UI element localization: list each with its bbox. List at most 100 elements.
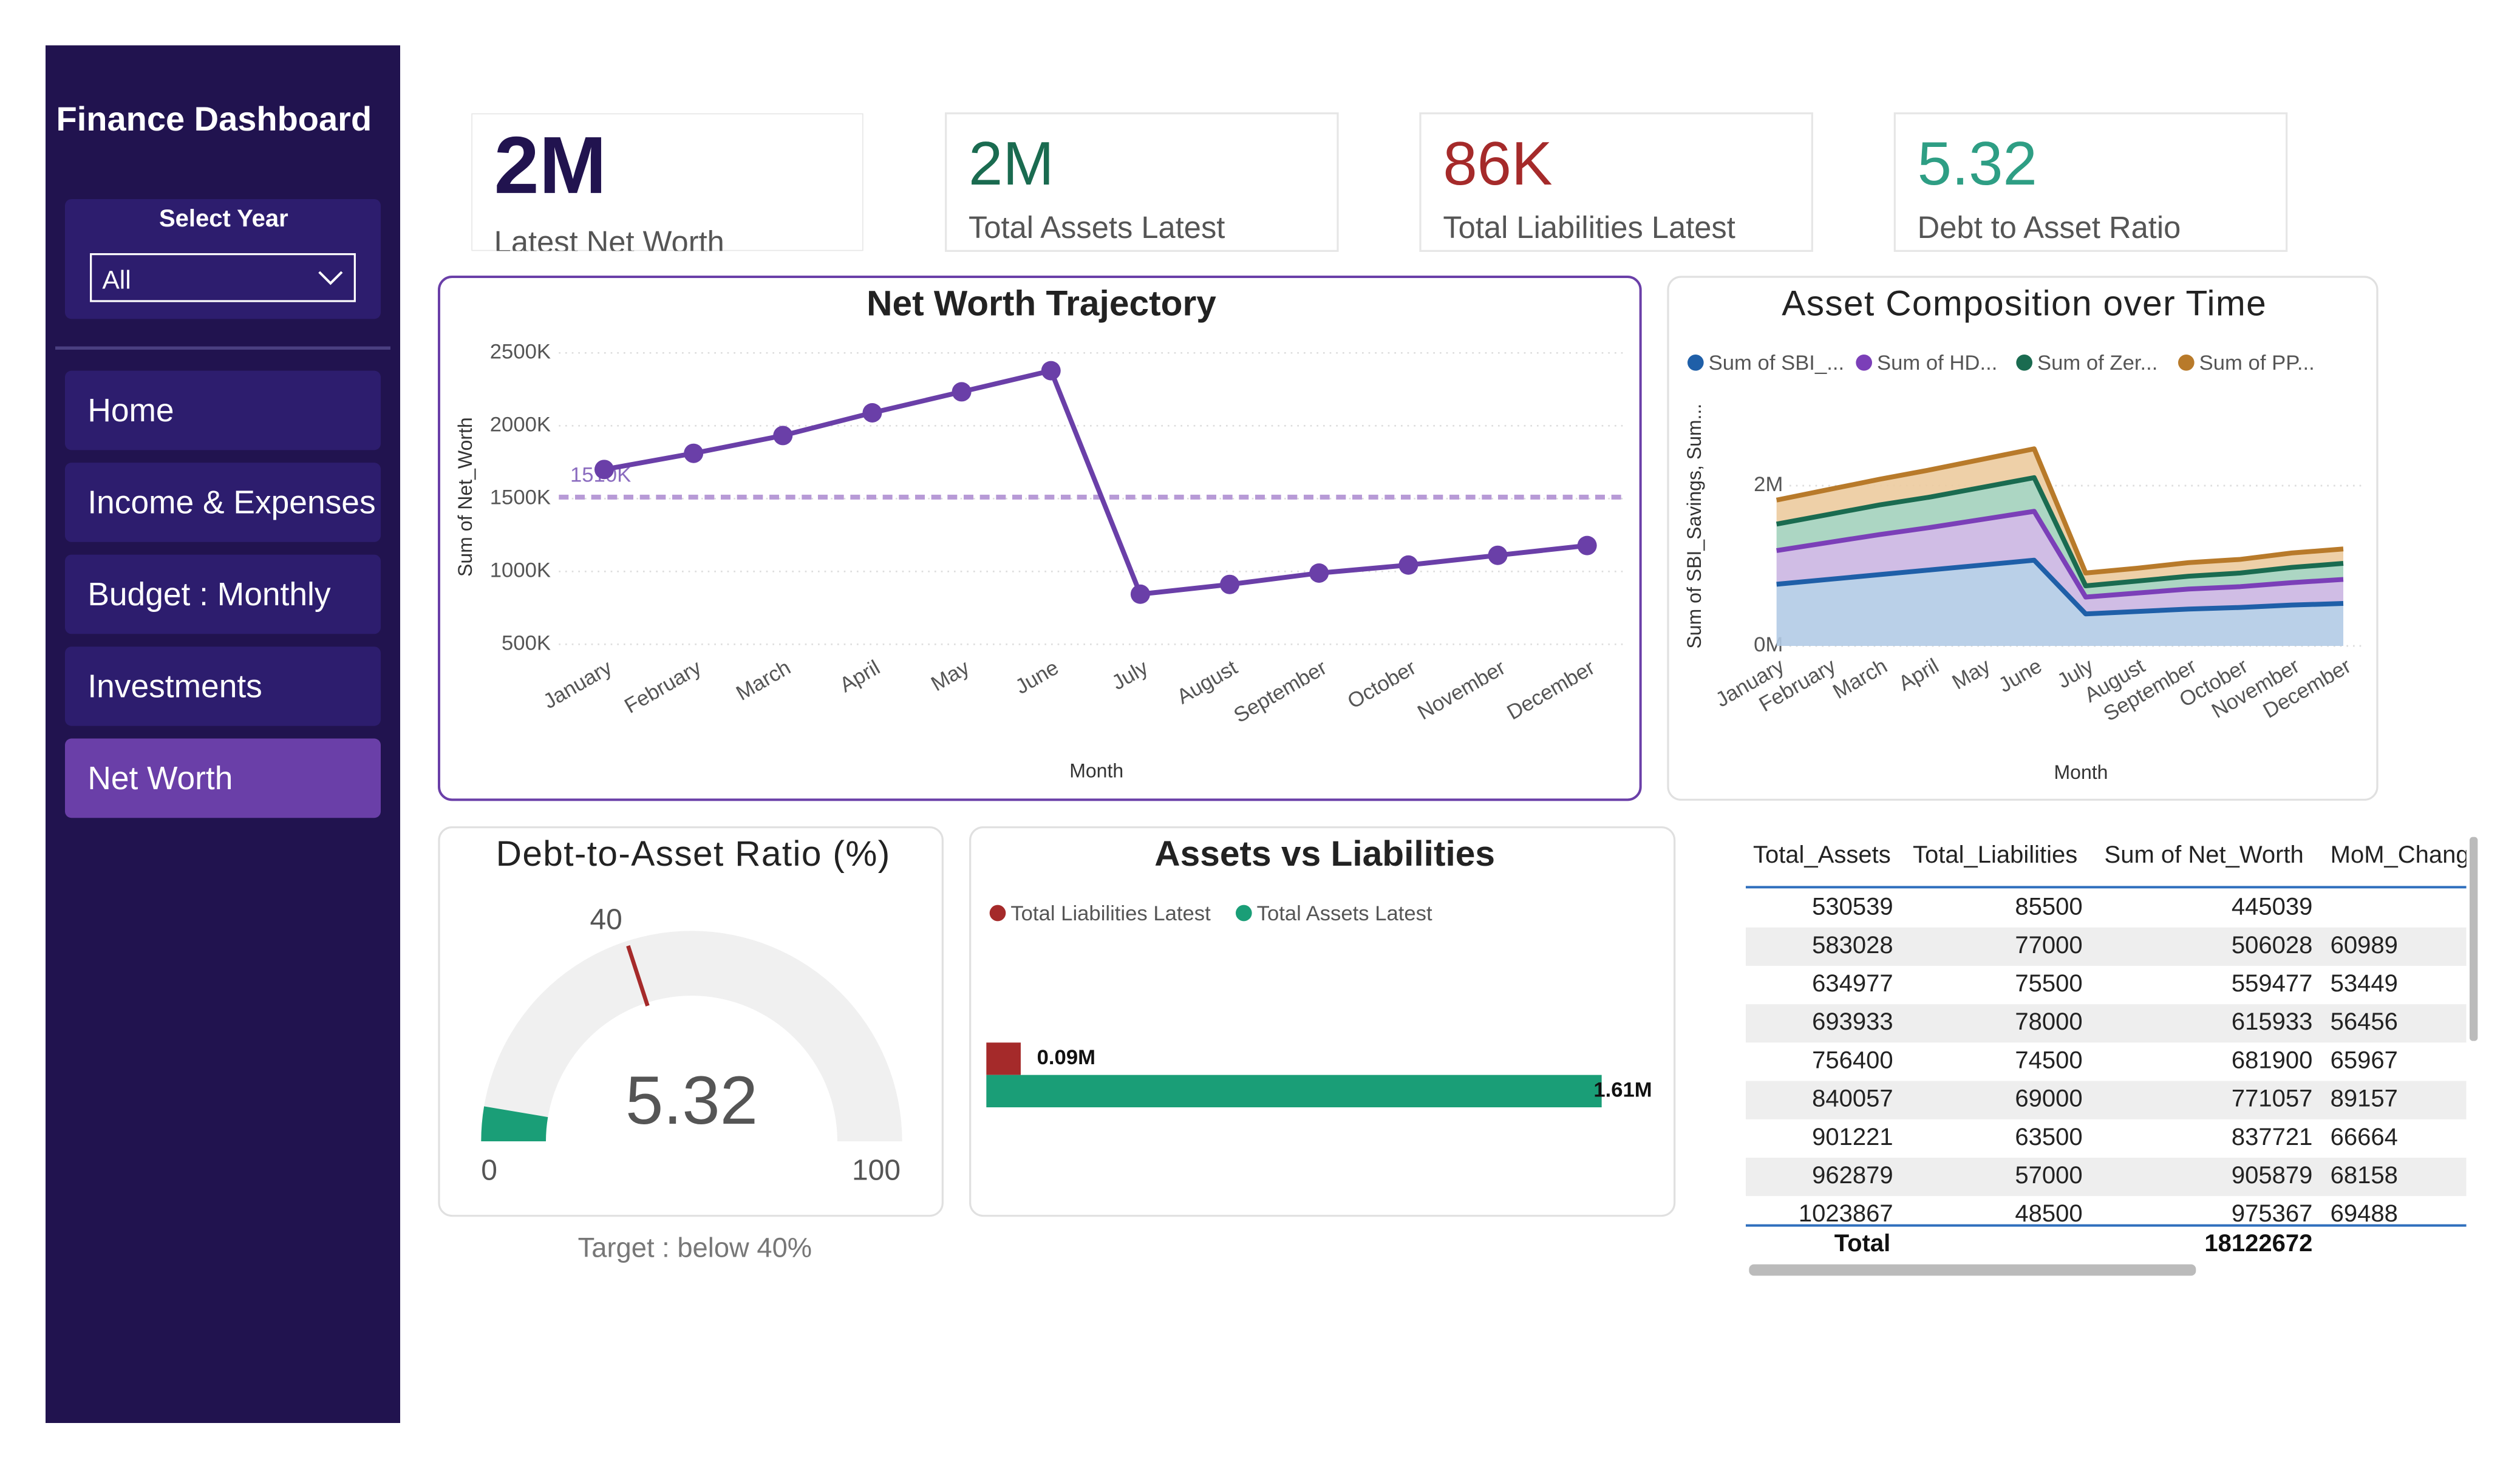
table-cell: 63500 [2015,1124,2082,1150]
x-axis-label: Month [1069,759,1123,781]
v-scrollbar[interactable] [2470,837,2478,1041]
area-fill [1776,511,2343,614]
table-cell: 840057 [1812,1085,1893,1112]
filter-value[interactable]: All [102,265,131,294]
legend-swatch [2016,355,2032,371]
h-scrollbar[interactable] [1749,1264,2196,1276]
point [773,426,793,446]
area-line [1776,475,2344,588]
table-cell: 57000 [2015,1162,2082,1189]
value-label: 1.61M [1593,1078,1652,1101]
legend-swatch [1856,355,1872,371]
table-cell: 85500 [2015,894,2082,920]
legend-label: Sum of HD... [1877,352,1997,375]
chart-title: Debt-to-Asset Ratio (%) [496,834,891,874]
point [1398,555,1418,575]
table-cell: 530539 [1812,894,1893,920]
kpi-value: 2M [969,129,1054,198]
y-tick-label: 1500K [490,486,551,509]
line [604,368,1588,597]
table-cell: 74500 [2015,1047,2082,1073]
total-cell: Total [1834,1230,1891,1257]
point [862,402,882,423]
area-line [1776,509,2344,600]
table-cell: 56456 [2331,1008,2398,1035]
nav-label[interactable]: Investments [87,668,262,704]
legend-swatch [989,905,1006,922]
table-cell: 634977 [1812,970,1893,997]
gauge-track [481,931,902,1141]
table-cell: 559477 [2232,970,2312,997]
area-line [1776,557,2344,617]
nav-label[interactable]: Income & Expenses [87,485,375,521]
kpi-card: 5.32 Debt to Asset Ratio [1893,112,2288,252]
filter-label: Select Year [159,205,288,232]
table-cell: 53449 [2331,970,2398,997]
row-band [1746,1004,2467,1043]
gauge-panel [438,826,944,1217]
chart-title: Asset Composition over Time [1782,284,2267,324]
point [1309,563,1329,583]
bar [986,1075,1602,1107]
row-band [1746,1081,2467,1119]
legend-label: Sum of SBI_... [1709,352,1844,375]
table-cell: 60989 [2331,932,2398,959]
nav-button[interactable] [65,370,381,450]
table: Total_Assets Total_Liabilities Sum of Net_… [1746,841,2467,1257]
kpi-label: Debt to Asset Ratio [1918,210,2181,245]
dropdown-chevron[interactable] [318,271,343,285]
table-cell: 693933 [1812,1008,1893,1035]
table-cell: 962879 [1812,1162,1893,1189]
table-cell: 69488 [2331,1200,2398,1227]
kpi-card: 2M Total Assets Latest [945,112,1339,252]
legend-label: Sum of Zer... [2037,352,2157,375]
nav-label[interactable]: Home [87,393,174,429]
point [594,460,614,480]
point [1577,535,1597,555]
kpi-frame [471,113,863,251]
table-cell: 615933 [2232,1008,2312,1035]
table-cell: 905879 [2232,1162,2312,1189]
total-cell: 18122672 [2204,1230,2312,1257]
bar-panel [969,826,1676,1217]
point [1220,574,1240,594]
table-body: 530539 85500 445039 583028 77000 506028 60989 6… [1746,894,2467,1227]
nav-button-active[interactable] [65,738,381,818]
nav-button[interactable] [65,647,381,726]
legend-swatch [2178,355,2195,371]
kpi-value: 2M [494,120,607,211]
table-cell: 1023867 [1799,1200,1893,1227]
table-cell: 756400 [1812,1047,1893,1073]
kpi-frame [1419,112,1813,252]
row-band [1746,927,2467,966]
table-cell: 48500 [2015,1200,2082,1227]
table-cell: 75500 [2015,970,2082,997]
kpi-frame [945,112,1339,252]
table-cell: 837721 [2232,1124,2312,1150]
table-cell: 445039 [2232,894,2312,920]
value-label: 0.09M [1037,1046,1095,1069]
dropdown[interactable] [90,253,356,302]
table-cell: 89157 [2331,1085,2398,1112]
table-cell: 583028 [1812,932,1893,959]
table-cell: 506028 [2232,932,2312,959]
nav-button[interactable] [65,554,381,634]
chart-title: Net Worth Trajectory [867,284,1216,324]
nav-label[interactable]: Net Worth [87,761,233,796]
gauge-value [481,1106,548,1141]
filter-panel [65,199,381,319]
nav-label[interactable]: Budget : Monthly [87,577,331,613]
legend-label: Total Assets Latest [1257,902,1432,925]
nav-button[interactable] [65,463,381,542]
y-tick-label: 500K [502,631,551,654]
table-cell: 77000 [2015,932,2082,959]
target-label: 40 [590,903,622,936]
y-tick-label: 2000K [490,413,551,436]
line-panel [437,276,1642,801]
table-cell: 69000 [2015,1085,2082,1112]
area-fill [1776,560,2343,646]
chart-title: Assets vs Liabilities [1154,834,1495,874]
legend-label: Sum of PP... [2199,352,2315,375]
gauge-min: 0 [481,1154,497,1186]
column-header: Sum of Net_Worth [2105,841,2304,868]
